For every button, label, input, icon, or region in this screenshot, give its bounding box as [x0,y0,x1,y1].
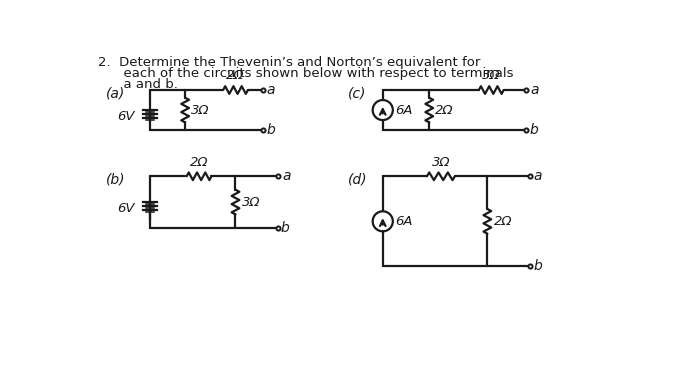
Text: a: a [267,83,275,97]
Text: 3Ω: 3Ω [191,104,210,117]
Text: 2.  Determine the Thevenin’s and Norton’s equivalent for: 2. Determine the Thevenin’s and Norton’s… [99,56,481,69]
Text: a: a [530,83,539,97]
Text: b: b [267,123,275,137]
Text: b: b [280,221,289,235]
Text: 2Ω: 2Ω [493,215,512,228]
Text: a: a [534,169,543,183]
Text: 2Ω: 2Ω [435,104,454,117]
Text: a: a [282,169,290,183]
Text: a and b.: a and b. [99,78,178,91]
Text: 6V: 6V [117,202,135,215]
Text: b: b [530,123,539,137]
Text: each of the circuits shown below with respect to terminals: each of the circuits shown below with re… [99,67,514,80]
Text: 6V: 6V [117,110,135,123]
Text: 6A: 6A [395,104,412,117]
Text: (a): (a) [106,86,126,100]
Text: (b): (b) [106,172,126,187]
Text: 3Ω: 3Ω [482,69,500,83]
Text: 6A: 6A [395,215,412,228]
Text: 2Ω: 2Ω [226,69,245,83]
Text: (c): (c) [348,86,367,100]
Text: 2Ω: 2Ω [190,156,209,169]
Text: b: b [534,259,543,273]
Text: 3Ω: 3Ω [431,156,450,169]
Text: (d): (d) [348,172,367,187]
Text: 3Ω: 3Ω [242,196,260,208]
